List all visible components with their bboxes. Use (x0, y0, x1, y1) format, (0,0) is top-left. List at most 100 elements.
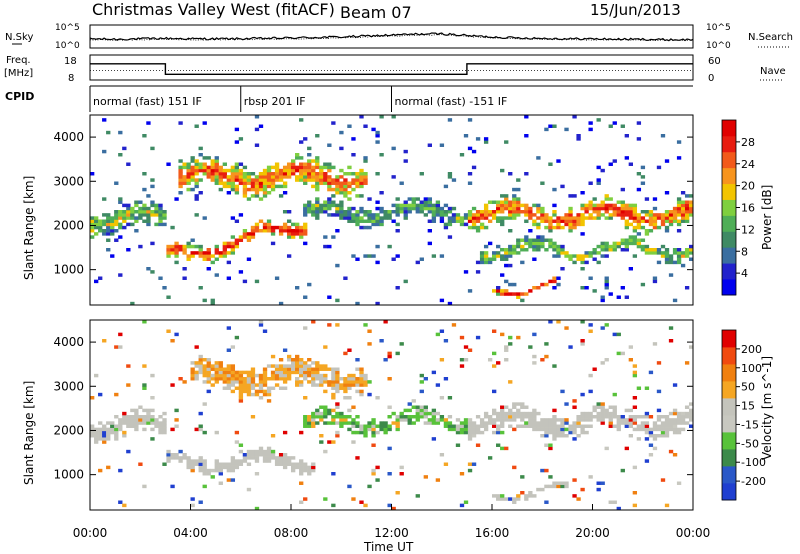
heatmap-cell (282, 453, 288, 457)
heatmap-cell (395, 229, 400, 233)
colorbar-tick-label: 50 (741, 381, 755, 394)
heatmap-cell (532, 219, 537, 223)
heatmap-cell (250, 453, 256, 457)
heatmap-cell (126, 424, 131, 428)
heatmap-cell (363, 124, 368, 128)
heatmap-cell (648, 229, 654, 233)
heatmap-cell (415, 197, 420, 201)
heatmap-cell (282, 172, 288, 176)
heatmap-cell (363, 430, 368, 435)
heatmap-cell (387, 415, 392, 419)
heatmap-cell (596, 178, 601, 182)
heatmap-cell (624, 219, 629, 223)
heatmap-cell (620, 415, 625, 419)
heatmap-cell (222, 162, 227, 166)
heatmap-cell (363, 380, 368, 384)
heatmap-cell (138, 415, 143, 419)
heatmap-cell (174, 424, 179, 428)
heatmap-cell (632, 503, 638, 508)
heatmap-cell (150, 427, 155, 432)
heatmap-cell (668, 449, 674, 454)
heatmap-cell (234, 386, 240, 390)
heatmap-cell (359, 115, 364, 119)
heatmap-cell (158, 203, 163, 208)
y-tick-label: 1000 (53, 468, 84, 482)
heatmap-cell (311, 159, 316, 163)
heatmap-cell (656, 418, 662, 422)
heatmap-cell (411, 421, 416, 425)
heatmap-cell (178, 175, 183, 179)
heatmap-cell (496, 494, 501, 498)
heatmap-cell (471, 219, 477, 223)
heatmap-cell (415, 260, 420, 265)
heatmap-cell (600, 248, 605, 252)
heatmap-cell (138, 213, 143, 217)
heatmap-cell (660, 244, 666, 249)
heatmap-cell (604, 276, 609, 280)
heatmap-cell (198, 411, 203, 416)
heatmap-cell (684, 210, 690, 214)
heatmap-cell (415, 405, 420, 409)
heatmap-cell (311, 175, 316, 179)
heatmap-cell (604, 408, 609, 413)
heatmap-cell (299, 465, 304, 470)
heatmap-cell (459, 424, 465, 428)
heatmap-cell (407, 415, 412, 419)
heatmap-cell (323, 373, 328, 378)
heatmap-cell (532, 494, 537, 498)
heatmap-cell (146, 267, 151, 271)
heatmap-cell (580, 257, 585, 261)
heatmap-cell (274, 162, 280, 166)
heatmap-cell (544, 443, 549, 447)
heatmap-cell (202, 254, 207, 258)
heatmap-cell (178, 184, 183, 189)
colorbar-tick-label: 20 (741, 180, 755, 193)
heatmap-cell (548, 219, 553, 223)
heatmap-cell (588, 329, 593, 333)
heatmap-cell (652, 424, 658, 428)
heatmap-cell (395, 415, 400, 419)
heatmap-cell (608, 424, 613, 428)
heatmap-cell (335, 389, 340, 394)
heatmap-cell (323, 206, 328, 211)
heatmap-cell (339, 386, 344, 390)
heatmap-cell (411, 197, 416, 201)
heatmap-cell (303, 206, 308, 211)
heatmap-cell (182, 244, 187, 249)
heatmap-cell (214, 430, 219, 435)
heatmap-cell (648, 370, 654, 375)
heatmap-cell (688, 251, 694, 255)
heatmap-cell (483, 225, 489, 230)
heatmap-cell (604, 446, 609, 451)
heatmap-cell (580, 267, 585, 271)
heatmap-cell (210, 168, 215, 173)
heatmap-cell (230, 380, 236, 384)
heatmap-cell (427, 241, 432, 246)
heatmap-cell (246, 181, 252, 185)
heatmap-cell (395, 418, 400, 422)
heatmap-cell (291, 361, 296, 365)
heatmap-cell (146, 418, 151, 422)
heatmap-cell (584, 415, 589, 419)
heatmap-cell (672, 411, 678, 416)
heatmap-cell (624, 446, 629, 451)
heatmap-cell (532, 244, 537, 249)
heatmap-cell (656, 408, 662, 413)
heatmap-cell (258, 178, 264, 182)
heatmap-cell (226, 367, 231, 371)
heatmap-cell (266, 222, 272, 227)
heatmap-cell (218, 364, 223, 368)
heatmap-cell (347, 386, 352, 390)
heatmap-cell (471, 216, 477, 220)
heatmap-cell (250, 225, 256, 230)
heatmap-cell (331, 373, 336, 378)
heatmap-cell (194, 165, 199, 170)
heatmap-cell (680, 421, 686, 425)
heatmap-cell (299, 481, 304, 485)
heatmap-cell (299, 500, 304, 504)
heatmap-cell (299, 225, 304, 230)
heatmap-cell (359, 383, 364, 387)
cpid-segment-label: normal (fast) -151 IF (395, 95, 508, 108)
heatmap-cell (190, 187, 195, 192)
heatmap-cell (118, 421, 123, 425)
